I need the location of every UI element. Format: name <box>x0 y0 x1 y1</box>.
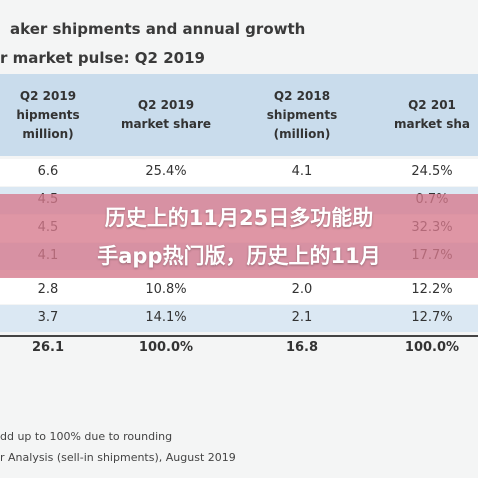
table-cell: 12.7% <box>411 310 453 325</box>
table-cell: 100.0% <box>138 340 194 355</box>
table-cell: 2.8 <box>37 282 59 297</box>
table-row-bg <box>0 277 478 304</box>
column-header: hipments <box>16 107 80 122</box>
table-cell: 24.5% <box>411 164 453 179</box>
table-cell: 16.8 <box>285 340 319 355</box>
table-row-bg <box>0 159 478 186</box>
table-cell: 100.0% <box>404 340 460 355</box>
overlay-band <box>0 194 478 278</box>
table-row-bg <box>0 305 478 332</box>
table-cell: 2.1 <box>291 310 313 325</box>
column-header: Q2 201 <box>408 98 456 112</box>
table-row-bg <box>0 335 478 364</box>
table-cell: 4.1 <box>291 164 313 179</box>
overlay-line: 手app热门版，历史上的11月 <box>97 244 381 268</box>
table-cell: 25.4% <box>145 164 187 179</box>
title: aker shipments and annual growth <box>10 20 306 38</box>
column-header: market share <box>120 117 212 131</box>
table-cell: 26.1 <box>31 340 65 355</box>
table-header-bg <box>0 74 478 156</box>
footnote: r Analysis (sell-in shipments), August 2… <box>0 451 236 464</box>
table-cell: 2.0 <box>291 282 313 297</box>
column-header: shipments <box>266 107 338 122</box>
column-header: million) <box>22 126 74 141</box>
column-header: Q2 2019 <box>137 98 195 112</box>
table-cell: 12.2% <box>411 282 453 297</box>
footnote: dd up to 100% due to rounding <box>0 430 173 443</box>
overlay-line: 历史上的11月25日多功能助 <box>104 206 374 230</box>
column-header: Q2 2018 <box>273 88 331 103</box>
table-cell: 14.1% <box>145 310 187 325</box>
column-header: market sha <box>393 117 470 131</box>
table-cell: 6.6 <box>37 164 59 179</box>
column-header: Q2 2019 <box>19 88 77 103</box>
subtitle: r market pulse: Q2 2019 <box>0 49 205 67</box>
table-cell: 3.7 <box>37 310 59 325</box>
table-cell: 10.8% <box>145 282 187 297</box>
column-header: (million) <box>273 126 331 141</box>
